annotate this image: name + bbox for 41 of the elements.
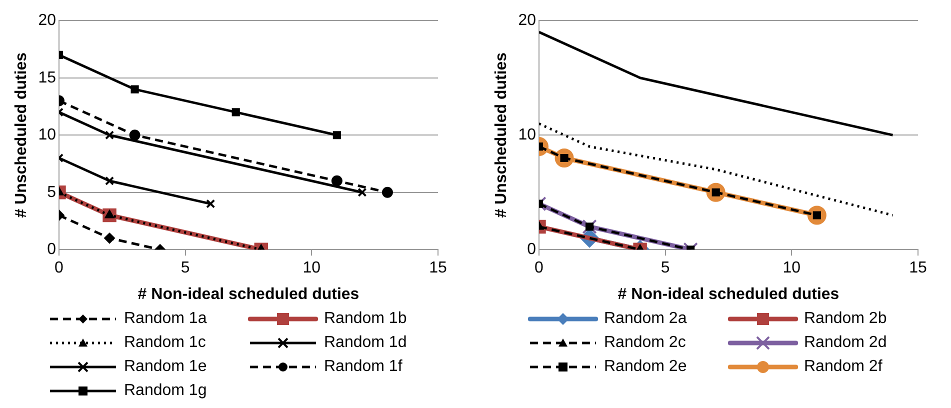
point <box>130 85 139 94</box>
y-tick-label: 5 <box>47 184 56 201</box>
legend-label: Random 2a <box>604 310 687 328</box>
point <box>129 130 140 141</box>
legend-label: Random 1f <box>324 358 402 376</box>
y-tick-label: 10 <box>38 126 56 144</box>
x-axis-title: # Non-ideal scheduled duties <box>618 286 840 303</box>
legend-label: Random 1d <box>324 334 407 352</box>
legend-label: Random 1g <box>124 382 207 400</box>
y-axis-title: # Unscheduled duties <box>493 52 510 218</box>
x-axis-title: # Non-ideal scheduled duties <box>138 286 360 303</box>
y-axis-title: # Unscheduled duties <box>13 52 30 218</box>
x-tick-label: 5 <box>180 260 190 277</box>
point <box>358 188 367 197</box>
x-tick-label: 10 <box>302 260 321 277</box>
point <box>585 222 594 231</box>
y-tick-label: 15 <box>38 69 56 86</box>
legend-label: Random 2f <box>804 358 882 376</box>
legend-label: Random 1e <box>124 358 207 376</box>
legend-label: Random 2e <box>604 358 687 376</box>
y-tick-label: 20 <box>38 12 56 30</box>
x-tick-label: 15 <box>909 260 927 277</box>
point <box>331 175 342 186</box>
y-tick-label: 0 <box>527 241 536 258</box>
y-tick-label: 0 <box>47 241 56 258</box>
point <box>206 199 216 208</box>
point <box>232 108 240 116</box>
x-tick-label: 15 <box>429 260 447 277</box>
y-tick-label: 20 <box>518 12 536 30</box>
legend-label: Random 2d <box>804 334 887 352</box>
y-tick-label: 10 <box>518 126 536 144</box>
legend-label: Random 1a <box>124 310 207 328</box>
point <box>382 186 393 198</box>
legend-label: Random 2c <box>604 334 686 352</box>
x-tick-label: 5 <box>660 260 670 277</box>
legend-label: Random 1b <box>324 310 407 328</box>
legend-label: Random 2b <box>804 310 887 328</box>
x-tick-label: 10 <box>782 260 801 277</box>
line-series <box>538 122 894 216</box>
point <box>332 131 341 140</box>
legend-label: Random 1c <box>124 334 206 352</box>
